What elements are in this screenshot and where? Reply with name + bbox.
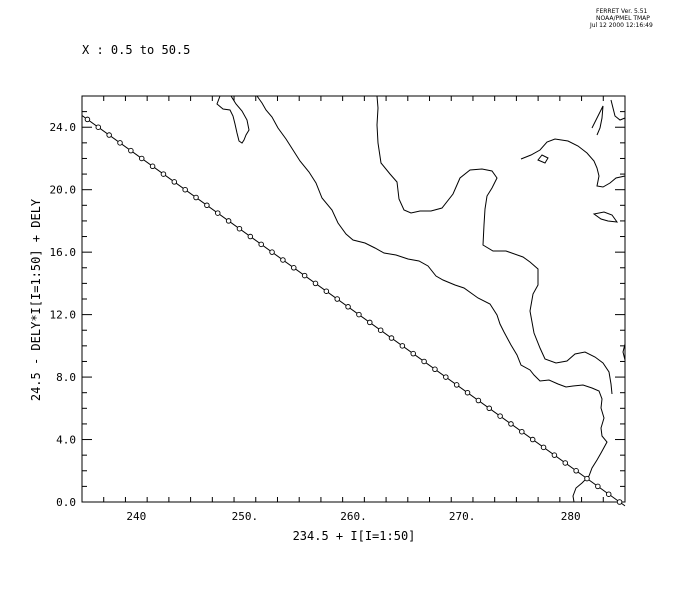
data-point bbox=[312, 280, 319, 287]
x-axis-label: 234.5 + I[I=1:50] bbox=[293, 529, 416, 543]
y-tick-label: 0.0 bbox=[56, 496, 76, 509]
data-point bbox=[605, 491, 612, 497]
coastline-bahamas bbox=[610, 99, 626, 121]
y-tick-label: 16.0 bbox=[50, 246, 77, 259]
data-point bbox=[562, 460, 569, 466]
ferret-org: NOAA/PMEL TMAP bbox=[596, 15, 650, 22]
coastline-caribbean-isle bbox=[537, 154, 549, 164]
data-point bbox=[399, 343, 406, 349]
data-point bbox=[486, 405, 493, 412]
data-point bbox=[160, 171, 167, 177]
data-point bbox=[204, 202, 210, 209]
y-tick-label: 8.0 bbox=[56, 371, 76, 384]
data-point bbox=[540, 444, 547, 451]
coastline-mainland bbox=[256, 95, 608, 503]
data-point bbox=[106, 132, 112, 138]
data-point bbox=[551, 452, 558, 458]
data-point bbox=[280, 257, 286, 263]
series-group bbox=[81, 115, 626, 507]
y-tick-label: 24.0 bbox=[50, 121, 77, 134]
data-point bbox=[269, 249, 275, 255]
coastline-map bbox=[216, 95, 626, 503]
data-point bbox=[214, 210, 221, 216]
data-point bbox=[616, 499, 623, 505]
x-tick-label: 240 bbox=[126, 510, 146, 523]
data-point bbox=[247, 233, 254, 240]
x-tick-label: 250. bbox=[232, 510, 259, 523]
data-point bbox=[334, 296, 340, 302]
data-point bbox=[301, 272, 308, 279]
data-point bbox=[475, 397, 482, 404]
data-point bbox=[443, 374, 449, 380]
data-point bbox=[193, 194, 199, 201]
x-tick-label: 280 bbox=[561, 510, 581, 523]
data-point bbox=[529, 436, 536, 443]
coastline-baja bbox=[216, 95, 250, 144]
data-point bbox=[464, 389, 471, 396]
data-point bbox=[95, 124, 102, 130]
coastline-cuba bbox=[520, 138, 626, 188]
data-point bbox=[128, 147, 134, 154]
coastline-yucatan bbox=[376, 95, 613, 395]
data-point bbox=[258, 241, 264, 248]
ferret-version: FERRET Ver. 5.51 bbox=[596, 8, 648, 15]
coastline-hispaniola bbox=[592, 211, 619, 223]
y-tick-label: 12.0 bbox=[50, 309, 77, 322]
y-axis-label: 24.5 - DELY*I[I=1:50] + DELY bbox=[29, 198, 43, 401]
data-point bbox=[84, 116, 91, 123]
data-point bbox=[182, 186, 188, 193]
coastline-florida bbox=[591, 105, 604, 136]
data-point bbox=[388, 335, 395, 341]
data-point bbox=[367, 319, 373, 326]
data-point bbox=[421, 358, 427, 365]
data-point bbox=[225, 218, 232, 224]
data-point bbox=[323, 288, 330, 294]
data-point bbox=[584, 475, 590, 482]
data-point bbox=[432, 366, 438, 373]
x-tick-label: 270. bbox=[449, 510, 476, 523]
data-point bbox=[356, 311, 362, 318]
plot-frame bbox=[81, 95, 626, 503]
data-point bbox=[117, 140, 123, 146]
data-point bbox=[171, 179, 178, 185]
data-point bbox=[345, 304, 351, 310]
data-point bbox=[149, 163, 156, 170]
x-tick-label: 260. bbox=[340, 510, 367, 523]
data-point bbox=[410, 350, 416, 357]
y-tick-label: 4.0 bbox=[56, 434, 76, 447]
data-point bbox=[138, 155, 145, 162]
data-point bbox=[497, 413, 503, 419]
data-point bbox=[519, 428, 525, 435]
data-point bbox=[236, 225, 243, 232]
data-point bbox=[377, 327, 384, 333]
data-point bbox=[508, 421, 514, 427]
data-point bbox=[291, 265, 297, 271]
coastline-east bbox=[622, 343, 626, 361]
data-point bbox=[595, 483, 601, 490]
plot-subtitle: X : 0.5 to 50.5 bbox=[82, 43, 190, 57]
axes-group: 240 250. 260. 270. 280 0.0 4.0 8.0 12.0 16.0 20.0 2… bbox=[50, 95, 626, 523]
data-point bbox=[453, 382, 460, 388]
ferret-timestamp: Jul 12 2000 12:16:49 bbox=[589, 22, 653, 29]
data-point bbox=[573, 468, 579, 474]
y-tick-label: 20.0 bbox=[50, 184, 77, 197]
